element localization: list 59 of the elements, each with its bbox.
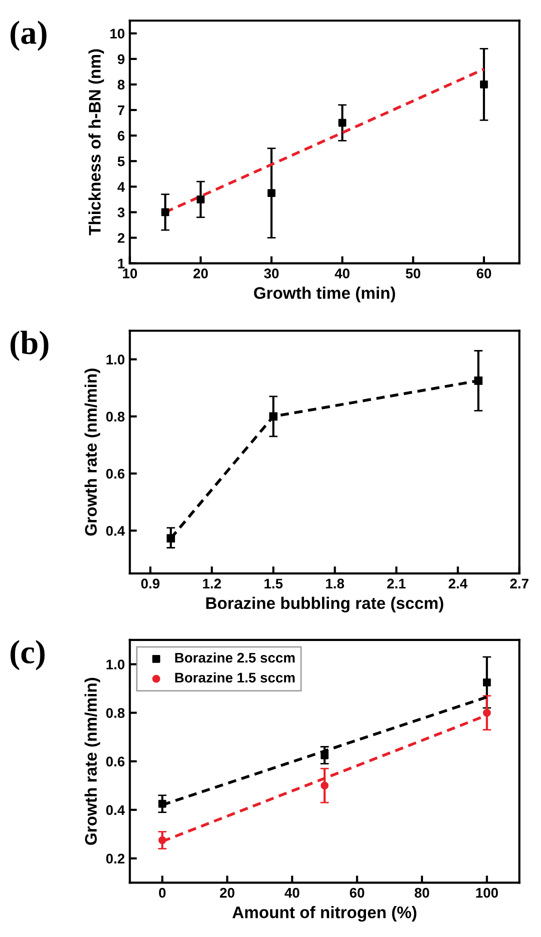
y-tick-label: 2	[118, 233, 124, 243]
point	[482, 678, 491, 686]
x-tick-label: 0	[158, 888, 166, 898]
y-tick-label: 0.6	[106, 756, 124, 766]
x-tick-label: 20	[220, 888, 234, 898]
x-tick-label: 100	[476, 888, 498, 898]
x-tick-label: 40	[284, 888, 300, 898]
y-tick-label: 0.4	[106, 805, 125, 816]
legend-label: Borazine 2.5 sccm	[175, 652, 295, 663]
y-axis-title: Growth rate (nm/min)	[84, 678, 100, 845]
y-tick-label: 1.0	[106, 354, 124, 364]
x-axis-title: Amount of nitrogen (%)	[232, 906, 416, 922]
legend-label: Borazine 1.5 sccm	[175, 672, 295, 683]
point	[196, 195, 205, 204]
point	[338, 118, 346, 127]
y-tick-label: 10	[110, 28, 124, 39]
x-tick-label: 40	[334, 268, 350, 278]
chart-title: (a)	[10, 20, 46, 51]
chart-title: (c)	[10, 640, 45, 670]
y-tick-label: 1	[118, 258, 125, 268]
x-tick-label: 1.2	[203, 578, 221, 588]
y-tick-label: 4	[117, 182, 125, 192]
point	[158, 800, 166, 808]
x-tick-label: 50	[406, 268, 420, 278]
y-tick-label: 0.8	[106, 708, 125, 718]
y-axis-title: Growth rate (nm/min)	[84, 368, 100, 536]
x-tick-label: 20	[193, 268, 208, 278]
y-tick-label: 5	[118, 156, 125, 166]
y-tick-label: 3	[118, 208, 124, 218]
x-tick-label: 60	[476, 268, 492, 278]
y-tick-label: 0.6	[106, 468, 124, 479]
point	[268, 189, 276, 197]
x-tick-label: 80	[414, 888, 430, 898]
y-tick-label: 6	[118, 130, 124, 141]
y-tick-label: 7	[118, 106, 124, 116]
x-axis-title: Growth time (min)	[254, 286, 396, 302]
y-tick-label: 0.8	[106, 412, 125, 422]
point	[161, 208, 170, 216]
y-axis-title: Thickness of h-BN (nm)	[88, 49, 104, 236]
chart-title: (b)	[10, 330, 48, 361]
point	[482, 708, 491, 717]
y-tick-label: 8	[118, 80, 125, 90]
x-axis-title: Borazine bubbling rate (sccm)	[206, 596, 444, 612]
x-tick-label: 1.8	[326, 578, 344, 589]
x-tick-label: 2.4	[448, 578, 468, 588]
x-tick-label: 2.1	[387, 578, 406, 588]
y-tick-label: 0.2	[106, 854, 124, 864]
x-tick-label: 1.5	[264, 578, 283, 589]
point	[480, 80, 488, 88]
y-tick-label: 1.0	[106, 660, 124, 670]
x-tick-label: 0.9	[141, 578, 160, 589]
y-tick-label: 9	[118, 54, 124, 64]
x-tick-label: 2.7	[510, 578, 528, 588]
x-tick-label: 30	[264, 268, 279, 278]
point	[158, 836, 166, 844]
y-tick-label: 0.4	[106, 526, 125, 536]
x-tick-label: 60	[350, 888, 364, 898]
point	[320, 782, 329, 790]
point	[320, 751, 329, 760]
